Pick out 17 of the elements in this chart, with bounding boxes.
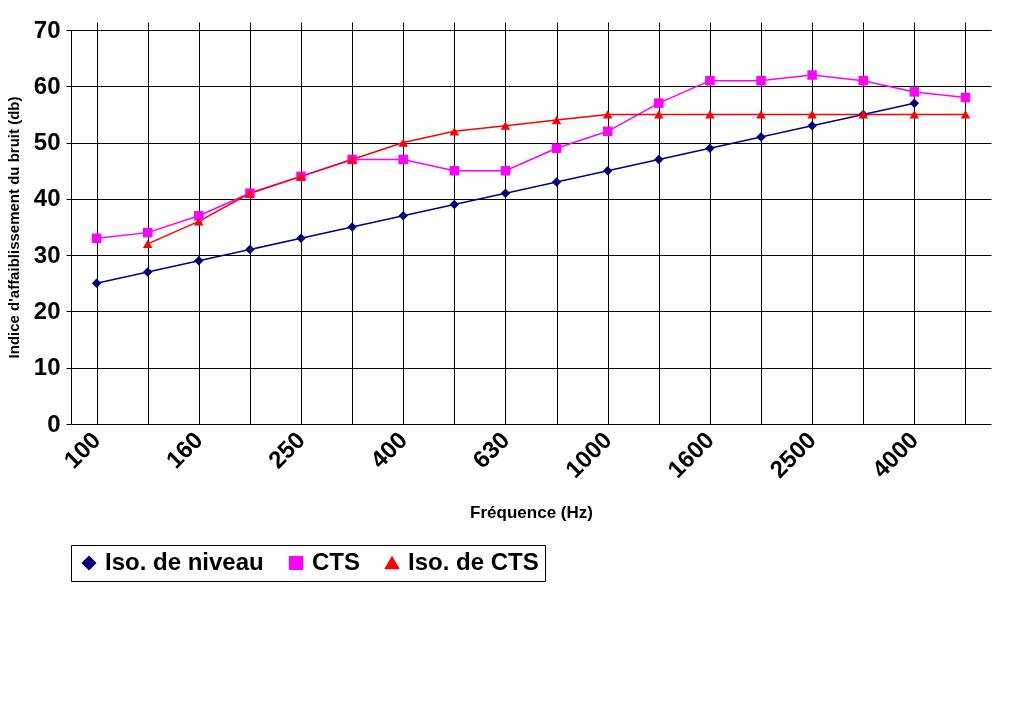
y-tick-label: 0 xyxy=(47,409,61,437)
x-tick-label: 400 xyxy=(364,425,413,474)
x-tick-label: 160 xyxy=(160,425,208,474)
legend-label: CTS xyxy=(312,548,360,575)
x-tick-label: 250 xyxy=(262,425,310,474)
y-tick-label: 70 xyxy=(33,15,61,43)
y-tick-label: 20 xyxy=(33,296,61,324)
y-tick-label: 50 xyxy=(33,128,61,156)
y-tick-label: 10 xyxy=(33,353,61,381)
x-tick-label: 630 xyxy=(467,425,515,474)
y-tick-label: 40 xyxy=(33,184,61,212)
legend-label: Iso. de niveau xyxy=(105,548,264,575)
y-tick-label: 30 xyxy=(33,240,61,268)
legend-label: Iso. de CTS xyxy=(408,548,539,575)
y-axis-title: Indice d'affaiblissement du bruit (db) xyxy=(4,96,22,359)
x-axis-title: Fréquence (Hz) xyxy=(470,502,593,522)
y-tick-label: 60 xyxy=(33,71,61,99)
